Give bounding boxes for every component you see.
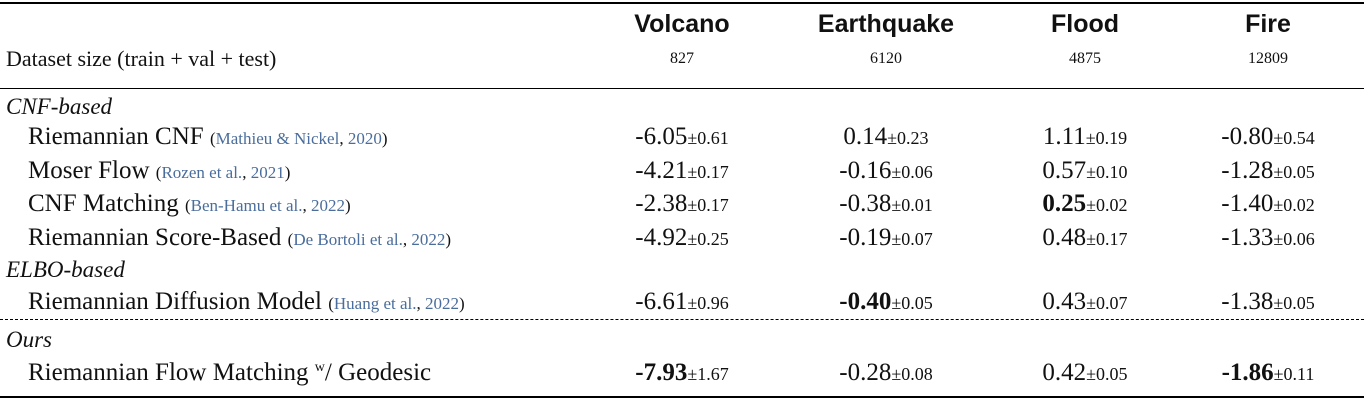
col-header-earthquake: Earthquake xyxy=(817,10,955,38)
method-name: Riemannian Diffusion Model xyxy=(28,288,322,315)
method-superscript: w xyxy=(314,360,325,375)
cell-fire: -1.40±0.02 xyxy=(1221,190,1315,217)
cell-fire: -0.80±0.54 xyxy=(1221,123,1315,150)
citation[interactable]: (Ben-Hamu et al., 2022) xyxy=(184,196,351,215)
section-title-ours: Ours xyxy=(6,327,53,352)
cell-flood: 1.11±0.19 xyxy=(1042,123,1128,150)
cell-volcano: -6.05±0.61 xyxy=(635,123,729,150)
cell-volcano: -4.21±0.17 xyxy=(635,157,729,184)
method-row-riemannian-diffusion-model: Riemannian Diffusion Model (Huang et al.… xyxy=(28,289,465,314)
citation[interactable]: (De Bortoli et al., 2022) xyxy=(287,230,452,249)
cell-earthquake: -0.28±0.08 xyxy=(839,359,933,386)
method-name: Riemannian Flow Matching xyxy=(28,359,309,386)
section-title-elbo: ELBO-based xyxy=(6,257,125,282)
method-suffix: / Geodesic xyxy=(324,359,432,386)
cell-earthquake: -0.40±0.05 xyxy=(839,288,933,315)
cell-flood: 0.25±0.02 xyxy=(1042,190,1128,217)
method-name: Moser Flow xyxy=(28,157,150,184)
dashed-separator xyxy=(0,319,1364,320)
cell-volcano: -4.92±0.25 xyxy=(635,224,729,251)
header-rule xyxy=(0,88,1364,90)
cell-volcano: -6.61±0.96 xyxy=(635,288,729,315)
cell-fire: -1.38±0.05 xyxy=(1221,288,1315,315)
method-row-riemannian-cnf: Riemannian CNF (Mathieu & Nickel, 2020) xyxy=(28,124,387,149)
cell-earthquake: -0.16±0.06 xyxy=(839,157,933,184)
col-size-earthquake: 6120 xyxy=(870,50,902,67)
method-name: Riemannian Score-Based xyxy=(28,224,282,251)
cell-volcano: -7.93±1.67 xyxy=(635,359,729,386)
cell-fire: -1.86±0.11 xyxy=(1221,359,1315,386)
cell-volcano: -2.38±0.17 xyxy=(635,190,729,217)
col-size-flood: 4875 xyxy=(1069,50,1101,67)
citation[interactable]: (Mathieu & Nickel, 2020) xyxy=(209,129,388,148)
col-header-volcano: Volcano xyxy=(634,10,730,38)
col-size-volcano: 827 xyxy=(670,50,694,67)
cell-earthquake: 0.14±0.23 xyxy=(843,123,929,150)
col-header-flood: Flood xyxy=(1050,10,1120,38)
method-name: Riemannian CNF xyxy=(28,123,204,150)
method-name: CNF Matching xyxy=(28,190,179,217)
top-rule xyxy=(0,2,1364,4)
method-row-cnf-matching: CNF Matching (Ben-Hamu et al., 2022) xyxy=(28,191,351,216)
section-title-cnf: CNF-based xyxy=(6,94,113,119)
cell-fire: -1.28±0.05 xyxy=(1221,157,1315,184)
cell-flood: 0.48±0.17 xyxy=(1042,224,1128,251)
col-header-fire: Fire xyxy=(1245,10,1291,38)
method-row-moser-flow: Moser Flow (Rozen et al., 2021) xyxy=(28,158,290,183)
cell-flood: 0.57±0.10 xyxy=(1042,157,1128,184)
method-row-riemannian-flow-matching: Riemannian Flow Matching w/ Geodesic xyxy=(28,360,431,385)
cell-fire: -1.33±0.06 xyxy=(1221,224,1315,251)
cell-earthquake: -0.19±0.07 xyxy=(839,224,933,251)
cell-flood: 0.42±0.05 xyxy=(1042,359,1128,386)
citation[interactable]: (Huang et al., 2022) xyxy=(328,294,465,313)
citation[interactable]: (Rozen et al., 2021) xyxy=(155,163,291,182)
cell-earthquake: -0.38±0.01 xyxy=(839,190,933,217)
method-row-riemannian-score-based: Riemannian Score-Based (De Bortoli et al… xyxy=(28,225,451,250)
bottom-rule xyxy=(0,396,1364,398)
col-size-fire: 12809 xyxy=(1248,50,1288,67)
cell-flood: 0.43±0.07 xyxy=(1042,288,1128,315)
dataset-size-label: Dataset size (train + val + test) xyxy=(6,46,277,71)
